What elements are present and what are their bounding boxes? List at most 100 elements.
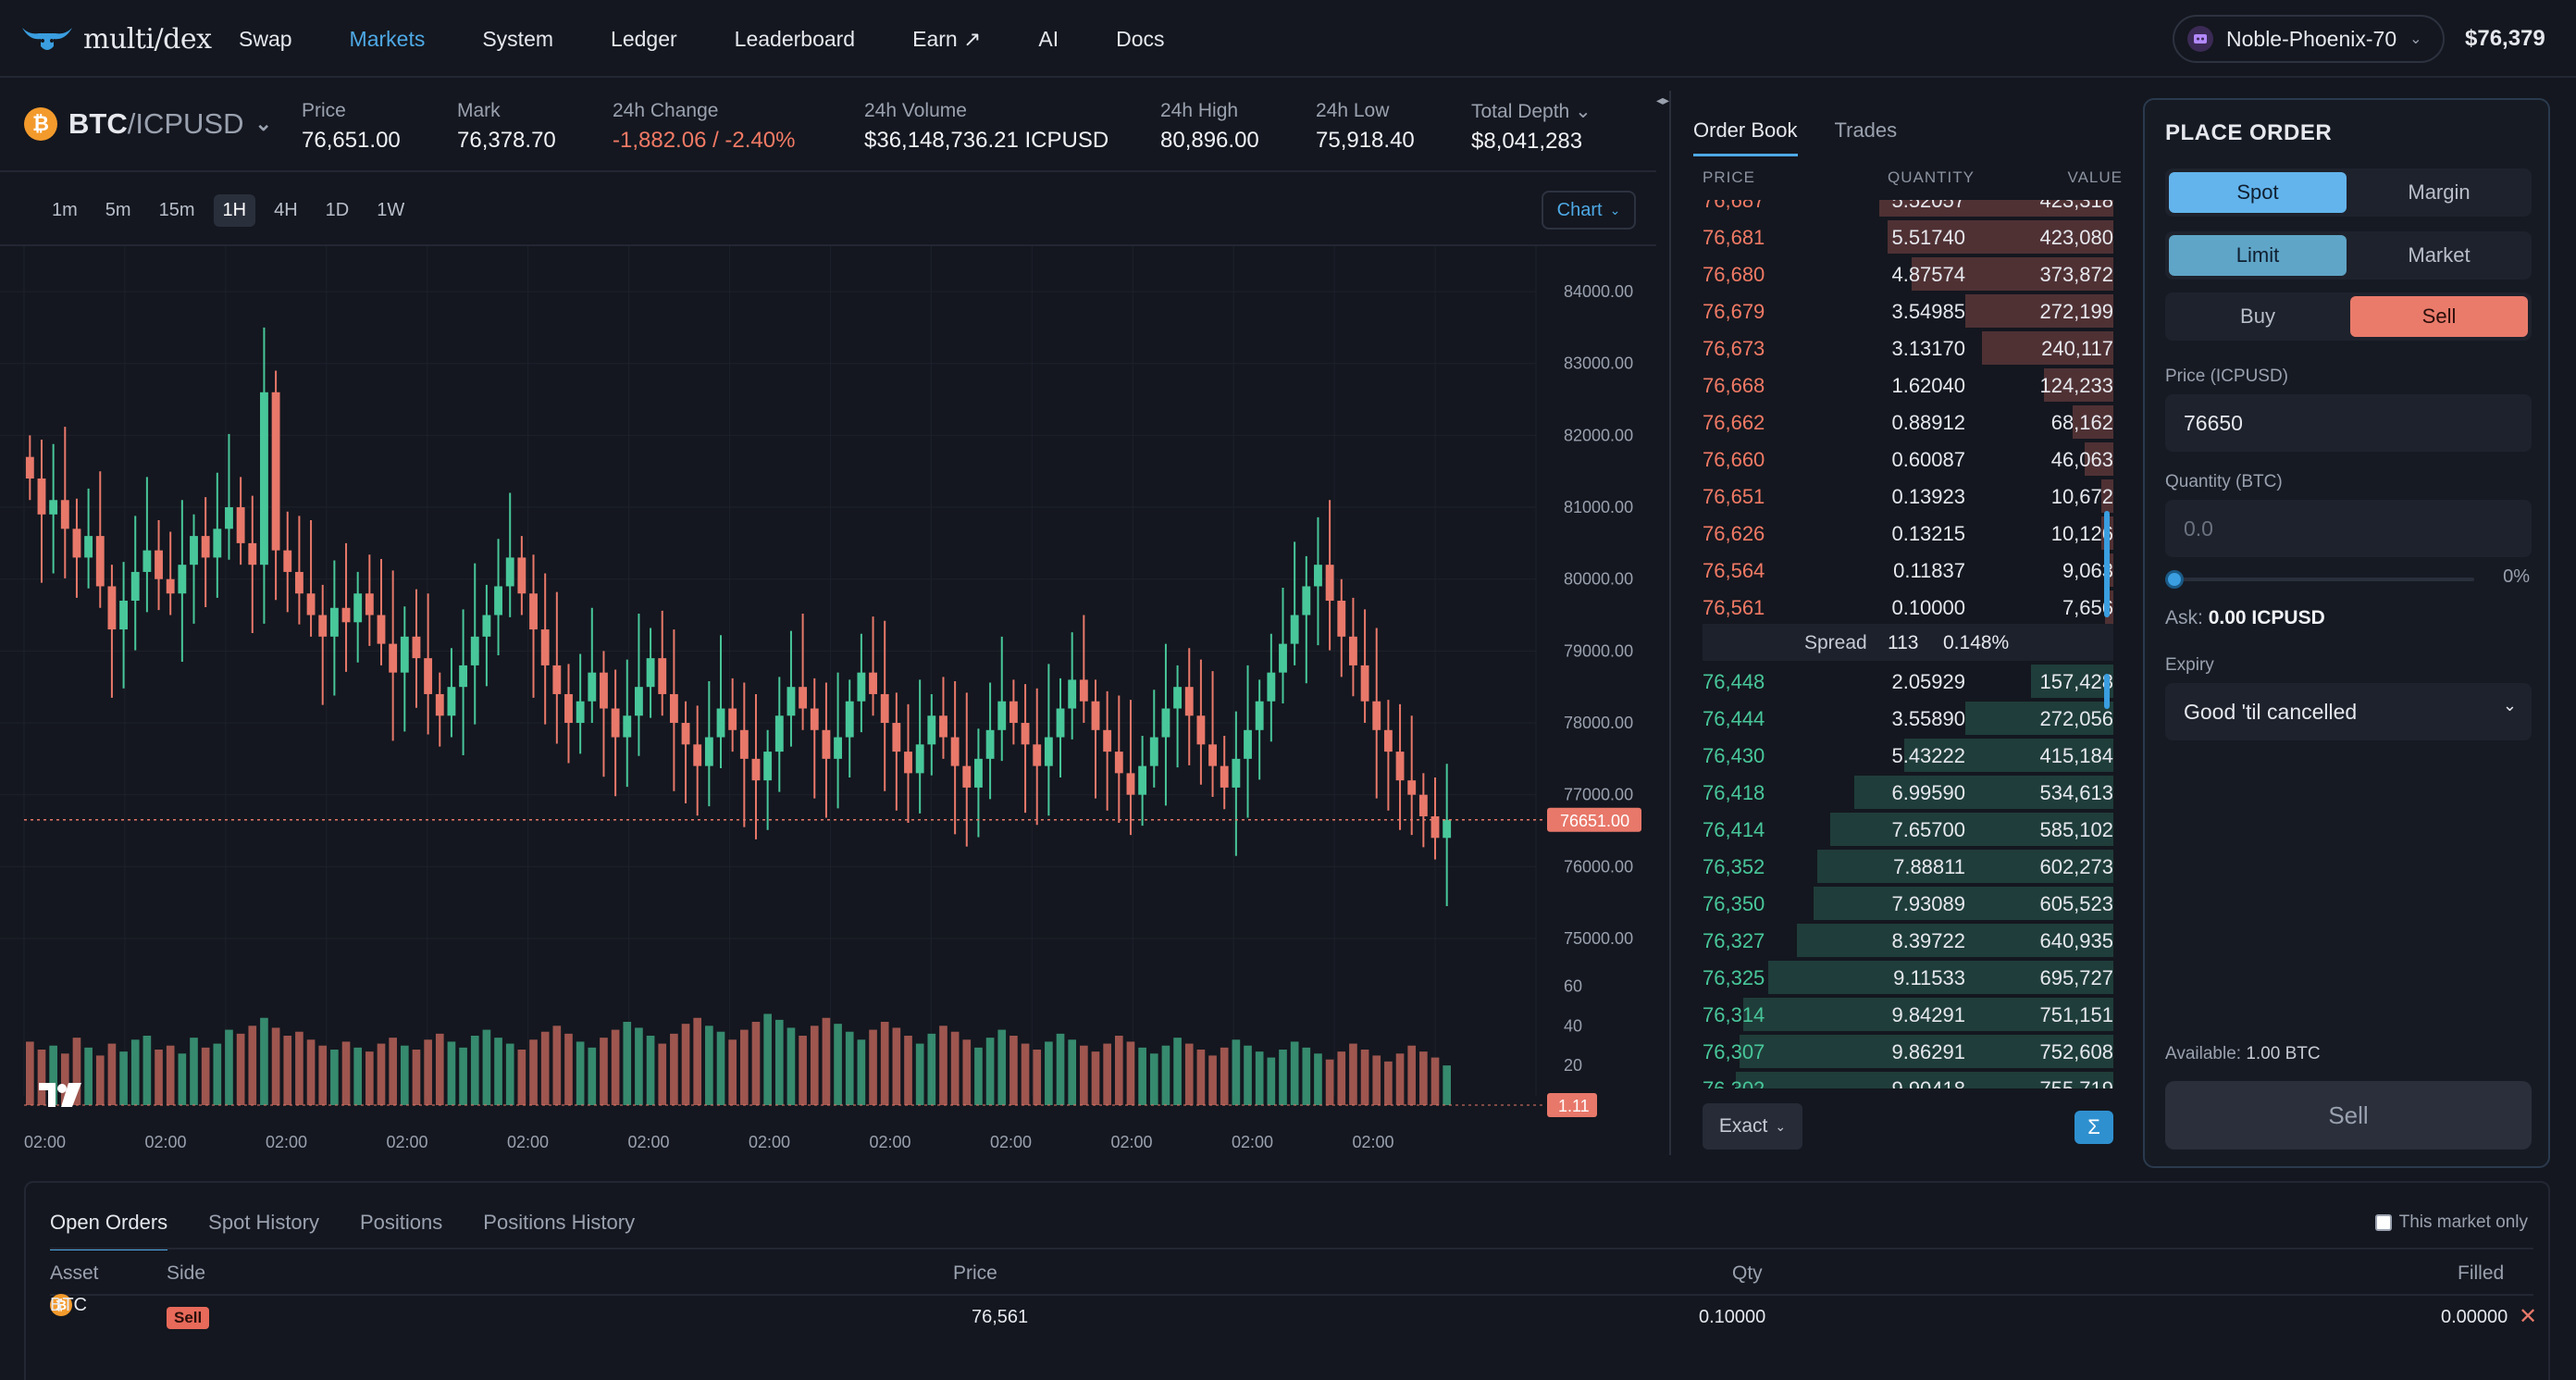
volume-bar	[494, 1038, 502, 1105]
tab-spot-history[interactable]: Spot History	[208, 1211, 319, 1234]
pair-selector[interactable]: ₿ BTC/ICPUSD ⌄	[24, 107, 272, 141]
volume-bar	[248, 1026, 257, 1105]
ask-row[interactable]: 76,662 0.88912 68,162	[1703, 404, 2113, 441]
ask-row[interactable]: 76,681 5.51740 423,080	[1703, 218, 2113, 255]
tab-open-orders[interactable]: Open Orders	[50, 1211, 168, 1250]
price-chart[interactable]: 84000.00 83000.00 82000.00 81000.00 80000.00…	[0, 244, 1656, 1155]
ask-row[interactable]: 76,561 0.10000 7,656	[1703, 589, 2113, 626]
buy-button[interactable]: Buy	[2240, 305, 2275, 328]
market-button[interactable]: Market	[2408, 243, 2471, 267]
stat-label: 24h High	[1160, 100, 1239, 121]
nav-earn[interactable]: Earn ↗	[912, 26, 982, 51]
brand-name: multi/dex	[83, 22, 212, 56]
bid-row[interactable]: 76,325 9.11533 695,727	[1703, 959, 2113, 996]
ask-row[interactable]: 76,651 0.13923 10,672	[1703, 478, 2113, 515]
tab-positions-history[interactable]: Positions History	[483, 1211, 636, 1234]
timeframe-1h[interactable]: 1H	[213, 194, 256, 227]
bid-row[interactable]: 76,444 3.55890 272,056	[1703, 700, 2113, 737]
bid-row[interactable]: 76,327 8.39722 640,935	[1703, 922, 2113, 959]
candle-body	[283, 550, 292, 572]
tab-order-book[interactable]: Order Book	[1693, 118, 1798, 156]
nav-leaderboard[interactable]: Leaderboard	[734, 26, 856, 51]
candle-body	[389, 643, 398, 673]
spot-button[interactable]: Spot	[2169, 172, 2347, 213]
ask-row[interactable]: 76,668 1.62040 124,233	[1703, 367, 2113, 404]
tab-positions[interactable]: Positions	[360, 1211, 443, 1234]
timeframe-1m[interactable]: 1m	[52, 200, 78, 220]
bid-row[interactable]: 76,314 9.84291 751,151	[1703, 996, 2113, 1033]
volume-bar	[295, 1031, 303, 1105]
bid-row[interactable]: 76,418 6.99590 534,613	[1703, 774, 2113, 811]
chart-panel: 1m 5m 15m 1H 4H 1D 1W Chart ⌄ 84000.00 83…	[0, 174, 1656, 1155]
quantity-input[interactable]: 0.0	[2165, 500, 2532, 557]
bid-row[interactable]: 76,307 9.86291 752,608	[1703, 1033, 2113, 1070]
sell-toggle-button[interactable]: Sell	[2350, 296, 2528, 337]
ask-row[interactable]: 76,660 0.60087 46,063	[1703, 441, 2113, 478]
ask-row[interactable]: 76,680 4.87574 373,872	[1703, 255, 2113, 292]
volume-bar	[974, 1047, 983, 1105]
cumulative-toggle[interactable]: Σ	[2074, 1111, 2113, 1144]
row-price: 76,561	[1703, 596, 1765, 619]
order-filled: 0.00000	[2441, 1307, 2508, 1327]
checkbox[interactable]	[2374, 1214, 2392, 1231]
candle-body	[1149, 737, 1158, 766]
nav-ledger[interactable]: Ledger	[611, 26, 677, 51]
row-quantity: 5.51740	[1891, 226, 1965, 249]
orderbook-scrollbar[interactable]	[2104, 511, 2110, 617]
bid-row[interactable]: 76,448 2.05929 157,428	[1703, 663, 2113, 700]
candle-body	[751, 758, 761, 781]
row-quantity: 0.13923	[1891, 485, 1965, 508]
candle-body	[1068, 679, 1077, 709]
submit-sell-button[interactable]: Sell	[2165, 1081, 2532, 1150]
timeframe-15m[interactable]: 15m	[158, 200, 195, 220]
candle-body	[329, 607, 339, 637]
volume-bar	[1068, 1039, 1077, 1105]
col-asset: Asset	[50, 1262, 99, 1284]
candle-body	[107, 586, 117, 630]
expiry-select[interactable]: Good 'til cancelled ⌄	[2165, 683, 2532, 740]
ask-row[interactable]: 76,626 0.13215 10,126	[1703, 515, 2113, 552]
bid-row[interactable]: 76,430 5.43222 415,184	[1703, 737, 2113, 774]
bid-row[interactable]: 76,302 9.90418 755,719	[1703, 1070, 2113, 1088]
nav-system[interactable]: System	[482, 26, 554, 51]
row-quantity: 7.93089	[1891, 892, 1965, 915]
bid-row[interactable]: 76,350 7.93089 605,523	[1703, 885, 2113, 922]
margin-button[interactable]: Margin	[2408, 180, 2471, 204]
col-qty: Qty	[1732, 1262, 1763, 1284]
panel-resize-handle[interactable]	[1669, 91, 1671, 1155]
ask-row[interactable]: 76,687 5.52057 423,318	[1703, 200, 2113, 218]
chart-type-button[interactable]: Chart ⌄	[1542, 191, 1636, 230]
timeframe-1d[interactable]: 1D	[325, 200, 350, 220]
volume-bar	[576, 1041, 585, 1105]
wallet-button[interactable]: Noble-Phoenix-70 ⌄	[2173, 15, 2445, 63]
collapse-arrows-icon[interactable]: ◂▸	[1656, 93, 1670, 107]
logo[interactable]: multi/dex	[20, 17, 212, 61]
price-input[interactable]: 76650	[2165, 394, 2532, 452]
precision-select[interactable]: Exact ⌄	[1703, 1103, 1802, 1150]
ask-row[interactable]: 76,564 0.11837 9,063	[1703, 552, 2113, 589]
nav-markets[interactable]: Markets	[349, 26, 426, 51]
market-header: ₿ BTC/ICPUSD ⌄ Price 76,651.00 Mark 76,3…	[0, 80, 1656, 172]
timeframe-1w[interactable]: 1W	[377, 200, 405, 220]
timeframe-4h[interactable]: 4H	[274, 200, 298, 220]
ask-row[interactable]: 76,679 3.54985 272,199	[1703, 292, 2113, 329]
stat-total-depth[interactable]: Total Depth ⌄ $8,041,283	[1471, 100, 1591, 155]
nav-ai[interactable]: AI	[1038, 26, 1059, 51]
limit-button[interactable]: Limit	[2169, 235, 2347, 276]
quantity-slider-handle[interactable]	[2165, 570, 2184, 589]
top-nav: multi/dex Swap Markets System Ledger Lea…	[0, 0, 2576, 78]
nav-docs[interactable]: Docs	[1116, 26, 1165, 51]
timeframe-5m[interactable]: 5m	[105, 200, 131, 220]
ask-row[interactable]: 76,673 3.13170 240,117	[1703, 329, 2113, 367]
this-market-only-filter[interactable]: This market only	[2374, 1212, 2528, 1233]
bid-row[interactable]: 76,414 7.65700 585,102	[1703, 811, 2113, 848]
bid-row[interactable]: 76,352 7.88811 602,273	[1703, 848, 2113, 885]
candle-body	[693, 744, 702, 766]
row-value: 272,056	[2039, 707, 2113, 730]
cancel-order-icon[interactable]: ✕	[2519, 1304, 2538, 1329]
order-book: Order Book Trades PRICE QUANTITY VALUE 7…	[1693, 93, 2122, 1157]
tab-trades[interactable]: Trades	[1834, 118, 1898, 142]
quantity-slider-track[interactable]	[2182, 578, 2474, 581]
nav-swap[interactable]: Swap	[239, 26, 292, 51]
orderbook-scrollbar[interactable]	[2104, 674, 2110, 709]
